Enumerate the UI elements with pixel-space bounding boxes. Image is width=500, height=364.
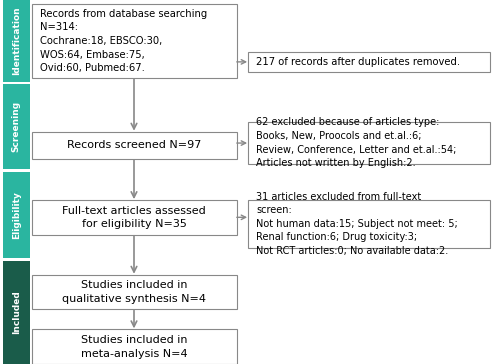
Text: 62 excluded because of articles type:
Books, New, Proocols and et.al.:6;
Review,: 62 excluded because of articles type: Bo…	[256, 118, 456, 168]
FancyBboxPatch shape	[32, 4, 236, 78]
Text: Identification: Identification	[12, 7, 21, 75]
FancyBboxPatch shape	[2, 0, 30, 82]
Text: Eligibility: Eligibility	[12, 191, 21, 239]
Text: Records from database searching
N=314:
Cochrane:18, EBSCO:30,
WOS:64, Embase:75,: Records from database searching N=314: C…	[40, 9, 207, 73]
Text: 31 articles excluded from full-text
screen:
Not human data:15; Subject not meet:: 31 articles excluded from full-text scre…	[256, 192, 458, 256]
Text: Studies included in
qualitative synthesis N=4: Studies included in qualitative synthesi…	[62, 280, 206, 304]
Text: Studies included in
meta-analysis N=4: Studies included in meta-analysis N=4	[80, 335, 188, 359]
Text: Records screened N=97: Records screened N=97	[67, 141, 201, 150]
FancyBboxPatch shape	[248, 122, 490, 164]
FancyBboxPatch shape	[2, 172, 30, 258]
FancyBboxPatch shape	[2, 84, 30, 169]
FancyBboxPatch shape	[32, 275, 236, 309]
Text: Full-text articles assessed
for eligibility N=35: Full-text articles assessed for eligibil…	[62, 206, 206, 229]
Text: Screening: Screening	[12, 101, 21, 153]
FancyBboxPatch shape	[32, 132, 236, 159]
FancyBboxPatch shape	[2, 261, 30, 364]
FancyBboxPatch shape	[32, 200, 236, 235]
FancyBboxPatch shape	[248, 200, 490, 248]
Text: 217 of records after duplicates removed.: 217 of records after duplicates removed.	[256, 57, 460, 67]
Text: Included: Included	[12, 290, 21, 335]
FancyBboxPatch shape	[248, 52, 490, 72]
FancyBboxPatch shape	[32, 329, 236, 364]
